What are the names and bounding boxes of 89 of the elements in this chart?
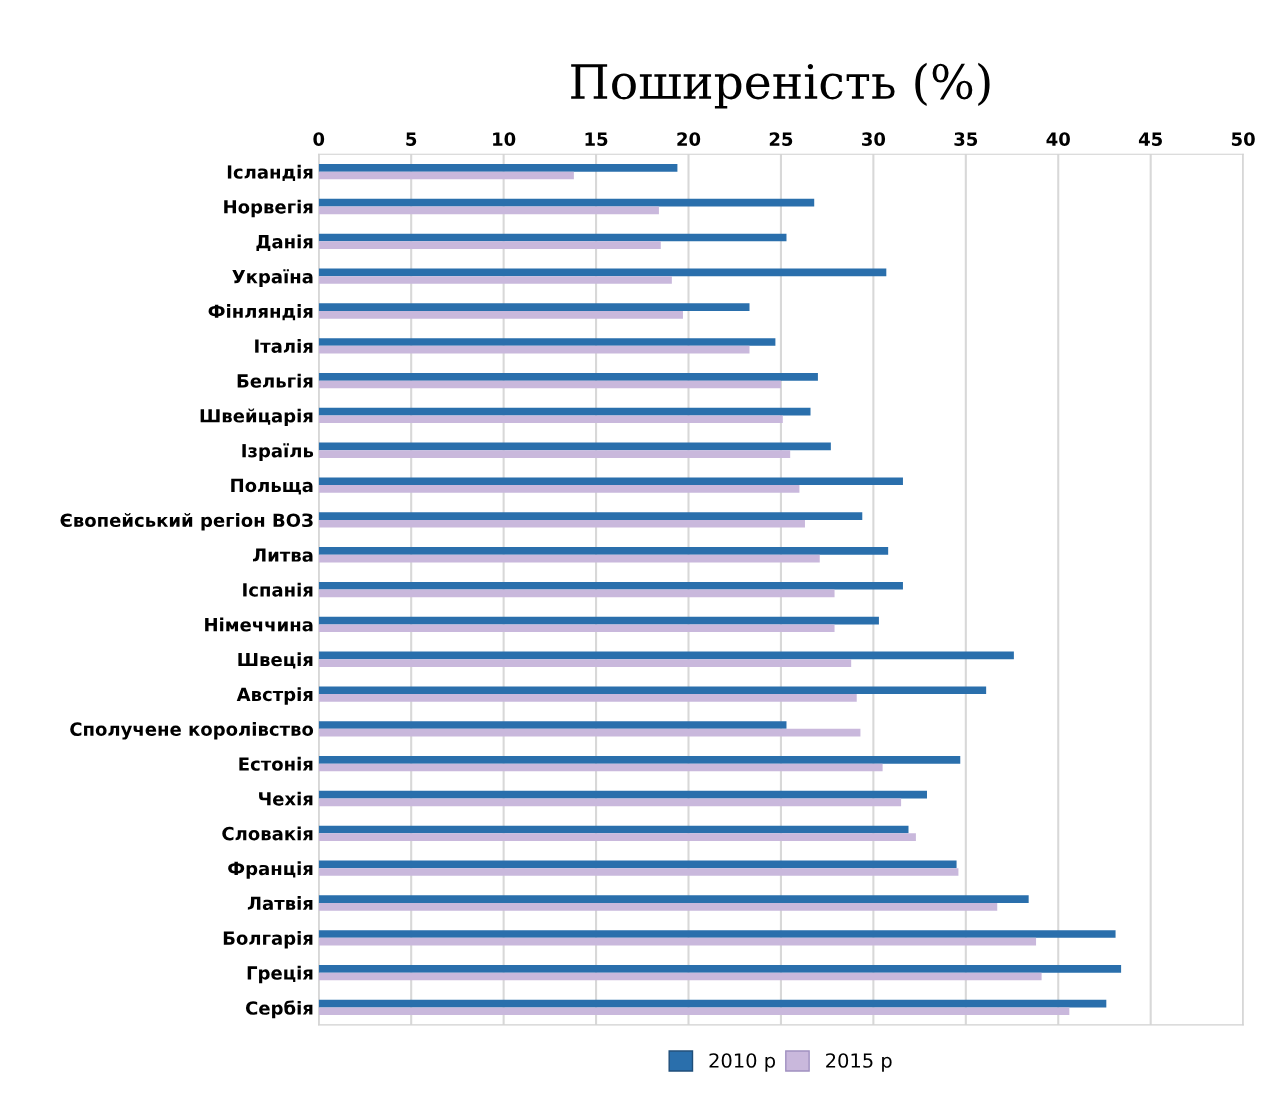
bar xyxy=(318,937,1037,946)
bar xyxy=(318,895,1029,903)
bar xyxy=(318,999,1107,1008)
y-tick-label: Італія xyxy=(255,338,313,353)
y-tick-label: Словакія xyxy=(222,826,313,841)
y-tick-label: Норвегія xyxy=(224,199,313,218)
bar xyxy=(318,651,1014,660)
bar xyxy=(318,833,916,841)
bar xyxy=(318,512,863,520)
y-tick-label: Данія xyxy=(256,234,313,252)
x-tick-label: 50 xyxy=(1231,132,1255,146)
legend-label: 2010 р xyxy=(709,1053,776,1072)
bar xyxy=(318,241,661,249)
y-tick-label: Сербія xyxy=(245,1000,313,1019)
y-tick-label: Латвія xyxy=(247,896,313,911)
bar xyxy=(318,303,750,311)
y-tick-label: Іспанія xyxy=(243,582,313,597)
bar xyxy=(318,721,787,729)
bar xyxy=(318,624,835,633)
y-tick-label: Швеція xyxy=(238,652,313,669)
bar xyxy=(318,902,998,911)
y-tick-label: Ісландія xyxy=(227,164,313,182)
bar xyxy=(318,581,903,590)
y-tick-label: Євопейський регіон ВОЗ xyxy=(60,513,313,531)
y-tick-label: Франція xyxy=(228,861,313,879)
y-tick-label: Україна xyxy=(232,269,313,287)
y-tick-label: Австрія xyxy=(236,687,313,705)
bar xyxy=(318,338,776,346)
bar xyxy=(318,380,781,389)
bar xyxy=(318,485,800,493)
y-tick-label: Естонія xyxy=(239,756,313,771)
y-tick-label: Сполучене королівство xyxy=(70,722,314,740)
bar xyxy=(318,756,961,764)
bar xyxy=(318,233,787,242)
bar xyxy=(318,763,883,772)
x-tick-label: 5 xyxy=(406,132,417,146)
bar xyxy=(318,728,861,737)
bar xyxy=(318,930,1116,938)
x-tick-label: 30 xyxy=(862,132,886,146)
chart-title: Поширеність (%) xyxy=(571,62,990,109)
bar xyxy=(318,694,857,702)
bar xyxy=(318,442,831,451)
bar xyxy=(318,206,659,215)
bar xyxy=(318,1007,1070,1016)
legend-label: 2015 р xyxy=(826,1053,892,1072)
x-tick-label: 40 xyxy=(1046,132,1070,146)
y-tick-label: Польща xyxy=(231,478,313,495)
bar xyxy=(318,276,672,284)
y-tick-label: Ізраїль xyxy=(242,443,314,462)
bar xyxy=(318,164,678,172)
y-tick-label: Греція xyxy=(247,965,313,984)
bar xyxy=(318,868,959,876)
bar xyxy=(318,268,887,277)
bar xyxy=(318,659,852,667)
x-tick-label: 45 xyxy=(1138,132,1162,146)
bar xyxy=(318,589,835,598)
x-tick-label: 15 xyxy=(585,132,608,146)
bar xyxy=(318,554,820,563)
y-tick-label: Чехія xyxy=(259,791,313,806)
bar xyxy=(318,825,909,834)
bar xyxy=(318,310,683,319)
x-tick-label: 0 xyxy=(313,132,325,146)
bar xyxy=(318,171,574,180)
bar xyxy=(318,450,791,458)
x-tick-label: 10 xyxy=(493,132,516,146)
bar xyxy=(318,616,879,625)
x-tick-label: 25 xyxy=(769,132,793,146)
bar xyxy=(318,477,903,486)
y-tick-label: Німеччина xyxy=(205,617,313,632)
bar xyxy=(318,547,889,555)
y-tick-label: Фінляндія xyxy=(208,304,313,321)
bar xyxy=(318,686,987,695)
y-tick-label: Болгарія xyxy=(223,930,313,949)
x-tick-label: 20 xyxy=(677,132,701,146)
bar xyxy=(318,519,805,528)
bar xyxy=(318,345,750,354)
y-tick-label: Бельгія xyxy=(237,373,313,388)
x-tick-label: 35 xyxy=(954,132,978,146)
bar xyxy=(318,415,783,424)
bar xyxy=(318,198,815,207)
bar xyxy=(318,372,818,381)
bar xyxy=(318,790,927,799)
y-tick-label: Литва xyxy=(253,548,313,562)
bar xyxy=(318,798,902,807)
bar xyxy=(318,860,957,869)
y-tick-label: Швейцарія xyxy=(200,408,313,427)
bar xyxy=(318,972,1042,981)
bar xyxy=(318,964,1122,973)
bar xyxy=(318,407,811,416)
